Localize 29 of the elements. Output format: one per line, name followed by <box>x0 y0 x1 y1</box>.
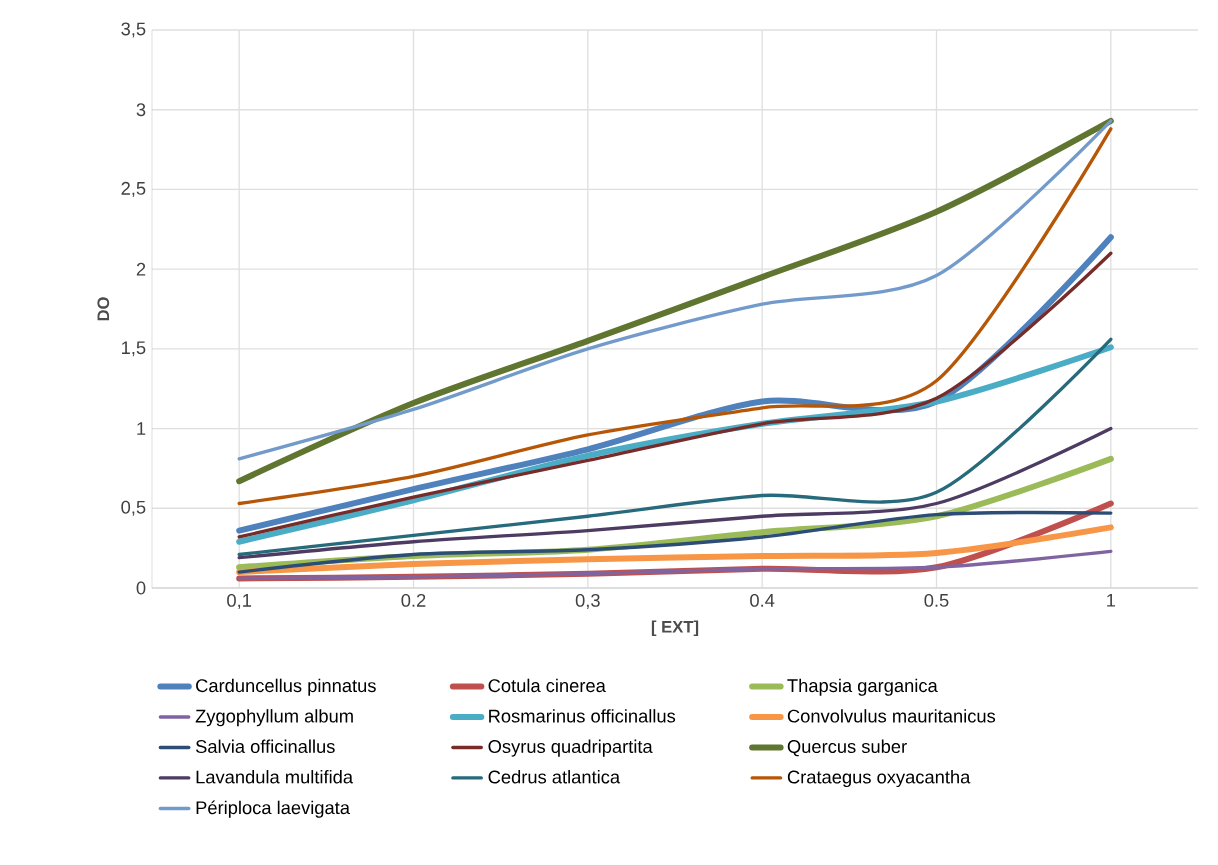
x-tick-label: 0.5 <box>924 593 949 607</box>
legend-label: Salvia officinallus <box>195 739 335 754</box>
legend-label: Quercus suber <box>787 739 907 757</box>
x-tick-label: 0,3 <box>575 593 600 610</box>
y-tick-label: 1 <box>137 422 146 435</box>
legend-label: Crataegus oxyacantha <box>787 770 971 788</box>
y-tick-label: 0 <box>136 581 146 595</box>
legend-label: Convolvulus mauritanicus <box>787 709 996 723</box>
y-tick-label: 3,5 <box>121 22 146 38</box>
x-axis-title: [ EXT] <box>651 620 699 636</box>
legend-label: Thapsia garganica <box>787 678 938 696</box>
y-axis-title: DO <box>97 297 110 321</box>
x-tick-label: 0.2 <box>401 593 426 607</box>
y-tick-label: 3 <box>136 103 146 117</box>
x-tick-label: 0.4 <box>750 593 775 607</box>
y-tick-label: 0,5 <box>121 500 146 516</box>
x-tick-label: 0,1 <box>227 593 252 610</box>
legend-label: Cotula cinerea <box>488 678 606 693</box>
x-tick-label: 1 <box>1107 593 1116 607</box>
legend-label: Osyrus quadripartita <box>488 739 653 757</box>
legend-label: Lavandula multifida <box>196 770 354 784</box>
legend-label: Cedrus atlantica <box>488 770 621 784</box>
legend-label: Carduncellus pinnatus <box>196 678 376 696</box>
legend-label: Rosmarinus officinallus <box>489 709 676 723</box>
y-tick-label: 2,5 <box>121 181 146 197</box>
legend-label: Zygophyllum album <box>195 709 353 727</box>
legend-label: Périploca laevigata <box>196 800 350 818</box>
y-tick-label: 1,5 <box>122 341 146 357</box>
y-tick-label: 2 <box>136 262 146 276</box>
